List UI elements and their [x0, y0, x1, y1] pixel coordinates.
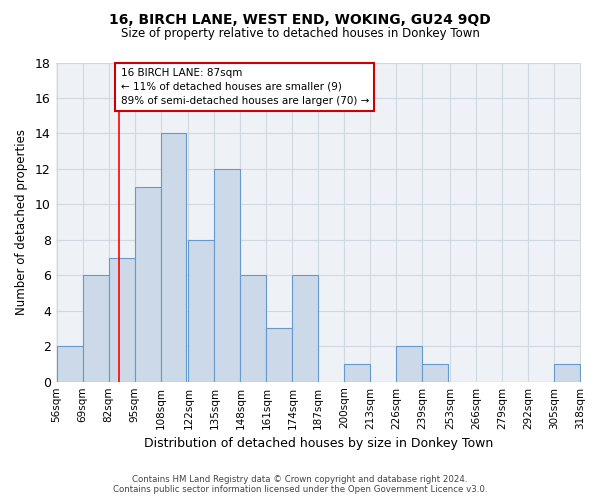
- Bar: [292, 276, 318, 382]
- Bar: [83, 276, 109, 382]
- Bar: [344, 364, 370, 382]
- Text: Size of property relative to detached houses in Donkey Town: Size of property relative to detached ho…: [121, 28, 479, 40]
- Bar: [109, 258, 134, 382]
- Bar: [241, 276, 266, 382]
- X-axis label: Distribution of detached houses by size in Donkey Town: Distribution of detached houses by size …: [143, 437, 493, 450]
- Bar: [214, 169, 241, 382]
- Bar: [134, 186, 161, 382]
- Bar: [396, 346, 422, 382]
- Bar: [554, 364, 580, 382]
- Bar: [161, 134, 187, 382]
- Bar: [266, 328, 292, 382]
- Bar: [56, 346, 83, 382]
- Bar: [188, 240, 214, 382]
- Bar: [422, 364, 448, 382]
- Text: Contains HM Land Registry data © Crown copyright and database right 2024.
Contai: Contains HM Land Registry data © Crown c…: [113, 474, 487, 494]
- Text: 16 BIRCH LANE: 87sqm
← 11% of detached houses are smaller (9)
89% of semi-detach: 16 BIRCH LANE: 87sqm ← 11% of detached h…: [121, 68, 369, 106]
- Y-axis label: Number of detached properties: Number of detached properties: [15, 129, 28, 315]
- Text: 16, BIRCH LANE, WEST END, WOKING, GU24 9QD: 16, BIRCH LANE, WEST END, WOKING, GU24 9…: [109, 12, 491, 26]
